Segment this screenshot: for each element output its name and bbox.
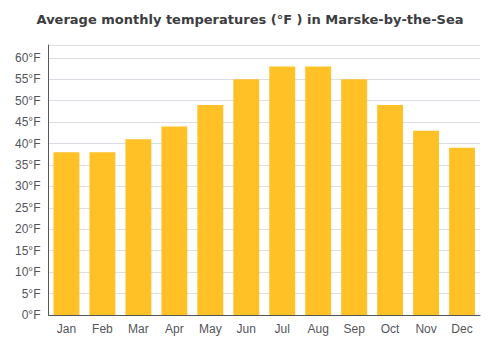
svg-text:Oct: Oct xyxy=(381,322,400,336)
svg-text:45°F: 45°F xyxy=(15,115,40,129)
svg-text:30°F: 30°F xyxy=(15,179,40,193)
svg-text:Jan: Jan xyxy=(57,322,76,336)
svg-text:55°F: 55°F xyxy=(15,72,40,86)
svg-text:Apr: Apr xyxy=(165,322,184,336)
svg-text:20°F: 20°F xyxy=(15,222,40,236)
svg-text:0°F: 0°F xyxy=(22,308,41,322)
svg-text:Aug: Aug xyxy=(307,322,328,336)
svg-text:Average monthly temperatures (: Average monthly temperatures (°F ) in Ma… xyxy=(37,12,464,27)
svg-text:May: May xyxy=(199,322,222,336)
svg-text:Mar: Mar xyxy=(128,322,149,336)
svg-text:35°F: 35°F xyxy=(15,158,40,172)
svg-text:10°F: 10°F xyxy=(15,265,40,279)
svg-text:Jul: Jul xyxy=(275,322,290,336)
svg-text:5°F: 5°F xyxy=(22,287,41,301)
svg-text:15°F: 15°F xyxy=(15,244,40,258)
svg-text:Jun: Jun xyxy=(237,322,256,336)
svg-text:Feb: Feb xyxy=(92,322,113,336)
svg-text:50°F: 50°F xyxy=(15,94,40,108)
svg-text:60°F: 60°F xyxy=(15,51,40,65)
svg-text:40°F: 40°F xyxy=(15,137,40,151)
svg-text:Dec: Dec xyxy=(451,322,472,336)
svg-text:Nov: Nov xyxy=(415,322,436,336)
svg-text:25°F: 25°F xyxy=(15,201,40,215)
svg-text:Sep: Sep xyxy=(343,322,365,336)
